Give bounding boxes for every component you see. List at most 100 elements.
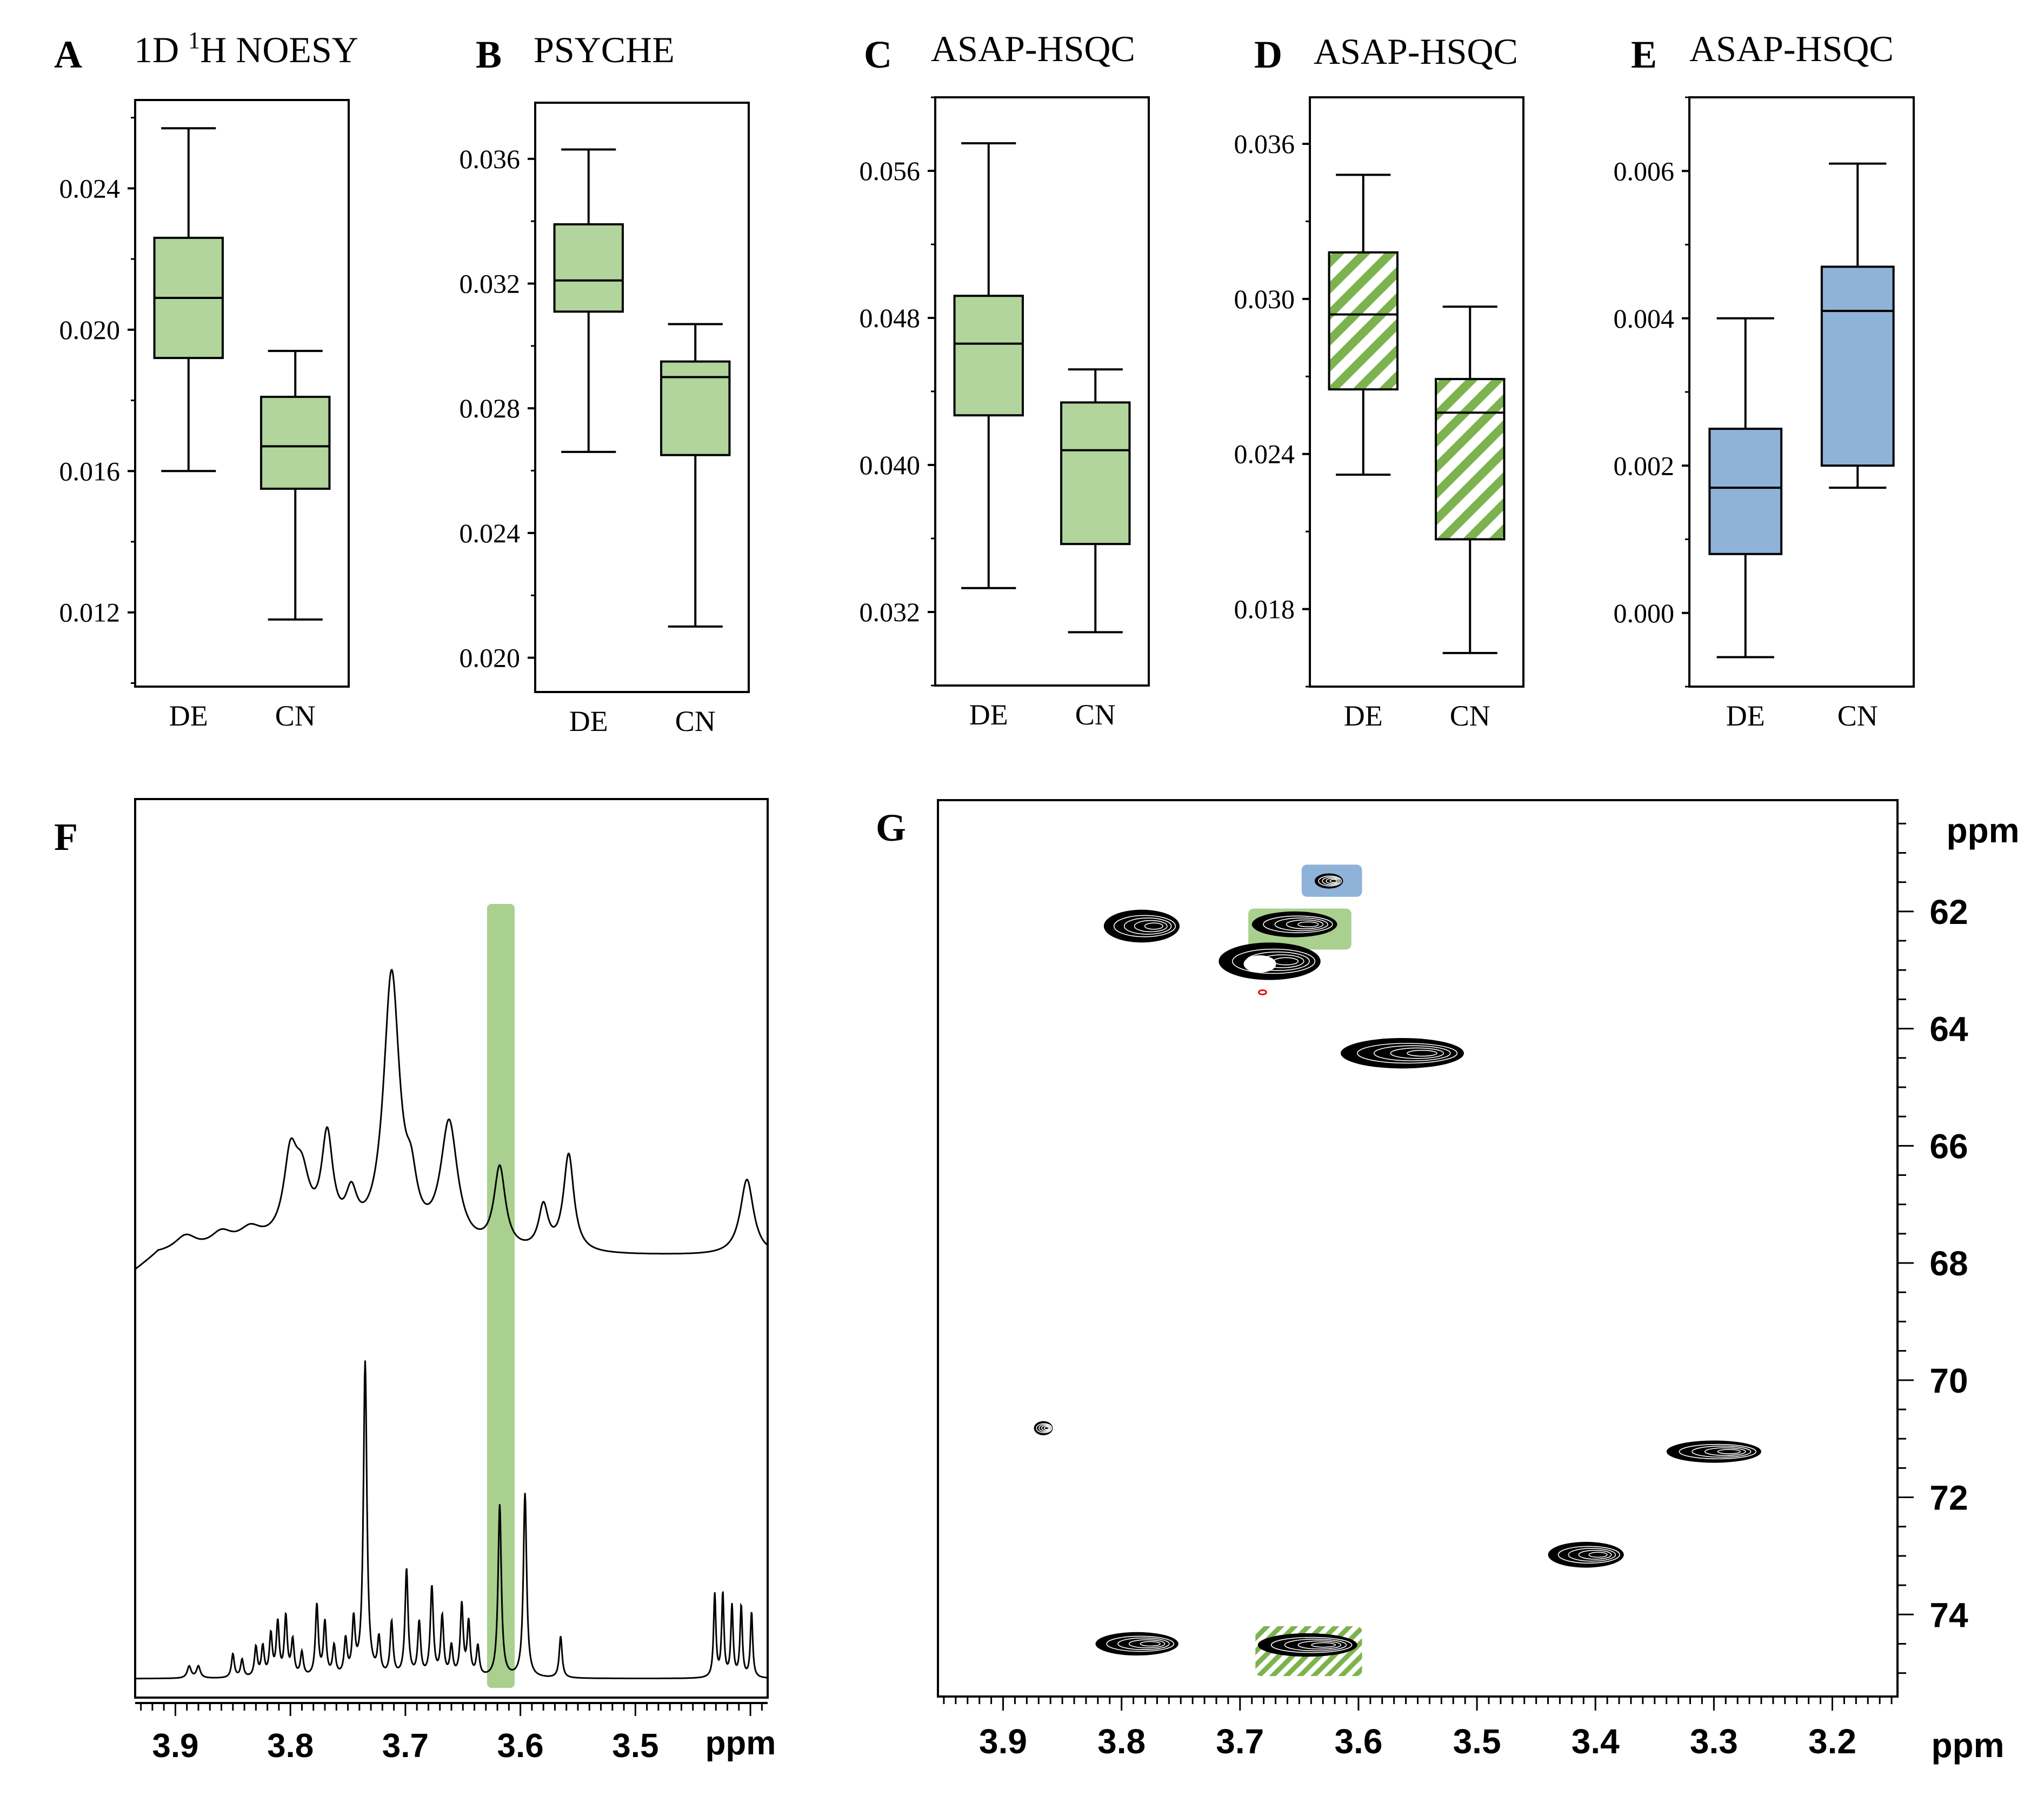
y-tick-label: 0.020	[59, 315, 121, 345]
panel-a-box-plot: A 1D 1H NOESY 0.012 0.016 0.020 0.024 DE CN	[54, 27, 358, 732]
x-axis-label: ppm	[1931, 1726, 2004, 1765]
contour-outer	[1257, 1633, 1357, 1657]
x-category-label: DE	[969, 699, 1008, 731]
x-tick-label: 3.4	[1572, 1722, 1620, 1761]
y-tick-label: 0.006	[1614, 156, 1675, 186]
box-cn	[1820, 265, 1895, 467]
box-de	[953, 295, 1024, 417]
x-tick-label: 3.7	[1216, 1722, 1264, 1761]
x-category-label: DE	[1726, 700, 1765, 732]
y-tick-label: 0.004	[1614, 303, 1675, 334]
panel-d-letter: D	[1254, 33, 1282, 76]
contour-line	[1106, 1635, 1175, 1652]
y-tick-label: 0.012	[59, 597, 121, 628]
x-tick-label: 3.8	[1097, 1722, 1146, 1761]
box-cn	[1435, 378, 1506, 541]
x-tick-label: 3.8	[267, 1727, 314, 1765]
box-cn	[260, 396, 331, 490]
y-tick-label: 66	[1929, 1127, 1968, 1166]
cross-peak	[1095, 1632, 1179, 1656]
contour-line	[1704, 1447, 1746, 1456]
y-tick-label: 0.028	[460, 393, 521, 423]
panel-f-plot: 3.9 3.8 3.7 3.6 3.5 ppm	[134, 798, 776, 1765]
contour-line	[1578, 1549, 1612, 1560]
contour-line	[1123, 917, 1172, 935]
contour-line	[1568, 1548, 1616, 1562]
x-category-label: CN	[275, 700, 316, 732]
panel-b-title: PSYCHE	[534, 29, 675, 70]
y-tick-label: 72	[1929, 1479, 1968, 1518]
y-tick-label: 0.024	[460, 518, 521, 548]
panel-c-title: ASAP-HSQC	[931, 28, 1135, 69]
highlight-band	[487, 904, 515, 1688]
contour-line	[1557, 1546, 1620, 1564]
y-tick-label: 0.048	[860, 303, 921, 333]
contour-line	[1038, 1424, 1051, 1432]
panel-b-frame	[534, 102, 750, 693]
x-tick-label: 3.5	[1453, 1722, 1501, 1761]
contour-outer	[1548, 1541, 1624, 1568]
contour-outer	[1103, 909, 1180, 943]
panel-a-title-superscript: 1	[188, 27, 200, 54]
contour-line	[1113, 915, 1176, 937]
contour-line	[1297, 921, 1319, 928]
contour-line	[1231, 948, 1316, 974]
minor-cross-peak	[1257, 989, 1267, 995]
panel-f-letter: F	[54, 815, 78, 859]
cross-peak	[1314, 873, 1343, 889]
contour-line	[1329, 879, 1337, 883]
contour-line	[1326, 877, 1339, 884]
y-tick-label: 0.024	[59, 173, 121, 203]
y-axis-label: ppm	[1946, 811, 2019, 850]
y-tick-label: 0.040	[860, 450, 921, 480]
panel-e-plot: 0.000 0.002 0.004 0.006 DE CN	[1614, 96, 1915, 732]
contour-line	[1717, 1449, 1741, 1454]
x-tick-label: 3.9	[979, 1722, 1027, 1761]
contour-outer	[1251, 911, 1337, 937]
x-category-label: CN	[675, 705, 716, 737]
contour-line	[1274, 917, 1328, 932]
y-tick-label: 68	[1929, 1244, 1968, 1283]
box-de	[1328, 251, 1399, 391]
cross-peak	[1666, 1440, 1761, 1463]
x-category-label: CN	[1450, 700, 1490, 732]
x-category-label: DE	[1344, 700, 1383, 732]
panel-b-plot: 0.020 0.024 0.028 0.032 0.036 DE CN	[460, 102, 750, 737]
contour-center	[1243, 955, 1276, 973]
contour-line	[1588, 1552, 1608, 1558]
contour-line	[1318, 875, 1342, 887]
x-tick-label: 3.9	[152, 1727, 198, 1765]
contour-line	[1679, 1444, 1757, 1460]
x-tick-label: 3.3	[1690, 1722, 1738, 1761]
x-category-label: CN	[1837, 700, 1878, 732]
y-tick-label: 0.002	[1614, 450, 1675, 481]
x-axis-label: ppm	[705, 1725, 776, 1762]
panel-d-title: ASAP-HSQC	[1314, 31, 1518, 72]
y-tick-label: 0.056	[860, 156, 921, 186]
panel-e-letter: E	[1631, 33, 1657, 76]
panel-g-letter: G	[876, 806, 906, 849]
contour-line	[1036, 1423, 1053, 1433]
contour-line	[1134, 920, 1168, 933]
panel-g-hsqc-contour: G 3.9 3.8 3.7 3.6 3.5 3.4 3.3 3.2 ppm 62 64 66 68 70 7…	[876, 799, 2020, 1765]
box-de	[553, 223, 624, 313]
panel-a-plot: 0.012 0.016 0.020 0.024 DE CN	[59, 99, 350, 732]
contour-line	[1128, 1639, 1166, 1648]
cross-peak	[1257, 1633, 1357, 1657]
panel-c-plot: 0.032 0.040 0.048 0.056 DE CN	[860, 96, 1150, 731]
contour-line	[1117, 1637, 1170, 1651]
panel-b-box-plot: B PSYCHE 0.020 0.024 0.028 0.032 0.036 DE CN	[460, 29, 750, 737]
x-tick-label: 3.6	[1334, 1722, 1382, 1761]
panel-a-frame	[134, 99, 350, 688]
cross-peak	[1103, 909, 1180, 943]
y-tick-label: 0.020	[460, 643, 521, 673]
panel-d-frame	[1309, 96, 1524, 688]
panel-a-title-main: 1D	[134, 29, 188, 70]
contour-line	[1407, 1049, 1437, 1057]
panel-f-frame	[134, 798, 769, 1699]
x-tick-label: 3.7	[382, 1727, 429, 1765]
y-tick-label: 0.032	[860, 597, 921, 627]
panel-c-letter: C	[864, 33, 892, 76]
contour-outer	[1666, 1440, 1761, 1463]
